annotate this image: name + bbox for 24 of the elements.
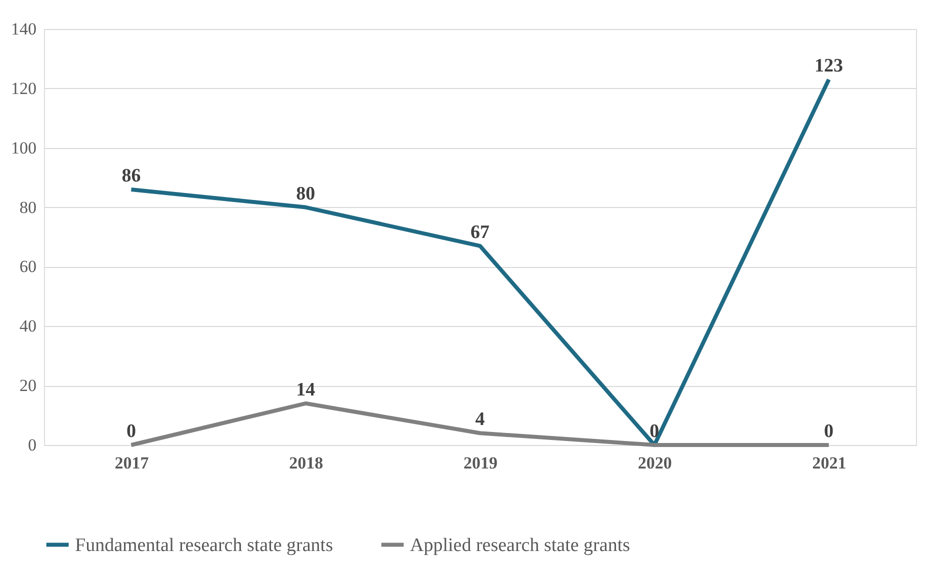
- y-tick-label: 100: [11, 138, 36, 158]
- data-label: 0: [824, 421, 834, 442]
- data-label: 4: [475, 409, 486, 430]
- data-label: 0: [650, 421, 660, 442]
- y-tick-label: 40: [20, 316, 36, 336]
- y-tick-label: 0: [28, 436, 36, 454]
- x-tick-label: 2019: [464, 454, 498, 472]
- data-label: 86: [122, 165, 141, 186]
- y-tick-label: 140: [11, 20, 36, 38]
- x-tick-label: 2021: [812, 454, 846, 472]
- data-label: 123: [814, 56, 844, 77]
- y-tick-label: 60: [20, 257, 36, 276]
- data-label: 0: [126, 421, 136, 442]
- y-tick-label: 20: [20, 376, 36, 396]
- legend-label: Fundamental research state grants: [75, 534, 333, 556]
- data-label: 80: [296, 183, 316, 204]
- y-tick-label: 120: [11, 78, 36, 98]
- data-label: 14: [296, 379, 316, 400]
- y-tick-label: 80: [20, 198, 36, 217]
- legend-label: Applied research state grants: [410, 534, 630, 556]
- data-label: 67: [470, 222, 490, 243]
- x-tick-label: 2020: [638, 454, 672, 472]
- x-tick-label: 2017: [114, 454, 150, 472]
- x-tick-label: 2018: [289, 454, 324, 472]
